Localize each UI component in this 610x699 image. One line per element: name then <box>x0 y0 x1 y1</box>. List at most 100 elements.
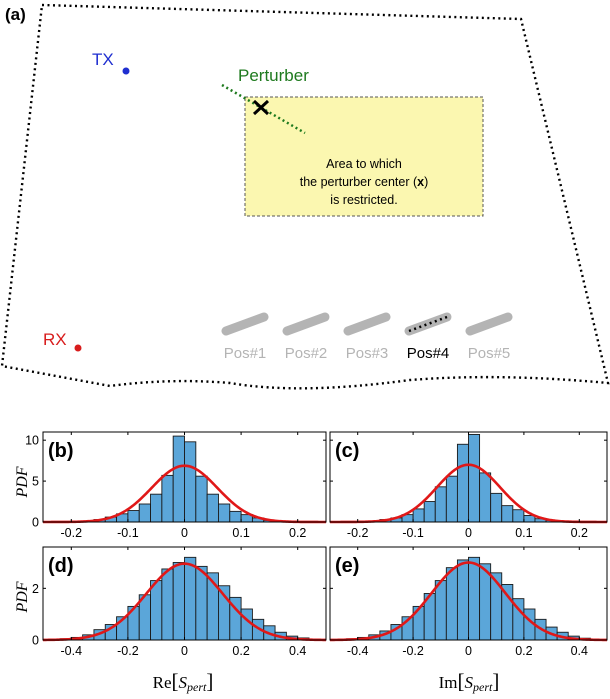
chart-b-bar <box>150 493 163 523</box>
tx-label: TX <box>92 50 114 69</box>
chart-d-ytick-label: 2 <box>32 582 39 596</box>
chart-b-xtick-label: -0.2 <box>61 526 83 540</box>
position-3-label: Pos#3 <box>346 345 389 362</box>
chart-b-bar <box>127 510 140 523</box>
cavity-boundary <box>0 3 610 390</box>
chart-e-bar <box>501 584 514 641</box>
chart-b-xtick-label: 0.1 <box>232 526 249 540</box>
chart-d-ytick-label: 0 <box>32 634 39 648</box>
chart-b-ytick-label: 5 <box>32 475 39 489</box>
chart-d-xtick-label: -0.4 <box>61 644 83 658</box>
restricted-area-box <box>244 96 484 217</box>
chart-e-bars <box>346 556 591 641</box>
chart-b-bar <box>184 441 197 523</box>
chart-b-bar <box>138 503 151 523</box>
chart-d-panel-label: (d) <box>48 555 74 577</box>
y-axis-title-bottom: PDF <box>14 581 31 613</box>
chart-c-bar <box>512 509 525 523</box>
position-4-active-marker <box>408 315 448 333</box>
chart-c-bar <box>445 475 458 523</box>
chart-d-bar <box>150 580 163 641</box>
chart-c-xtick-label: -0.1 <box>402 526 424 540</box>
chart-d-xtick-label: -0.2 <box>117 644 139 658</box>
chart-e-xtick-label: -0.4 <box>347 644 369 658</box>
chart-c-gaussian-fit-line <box>330 463 607 524</box>
perturber-line <box>221 83 306 135</box>
chart-b-bar <box>229 510 242 523</box>
x-axis-title-left: Re[Spert] <box>153 669 214 694</box>
restricted-area-text-line2: the perturber center (x) <box>300 175 429 189</box>
chart-b-bar <box>161 474 174 523</box>
chart-e-bar <box>434 580 447 641</box>
chart-c-xtick-label: 0 <box>465 526 472 540</box>
chart-d-bar <box>161 568 174 641</box>
position-4-label: Pos#4 <box>407 345 450 362</box>
y-axis-title-top: PDF <box>14 466 31 498</box>
restricted-area-text-line3: is restricted. <box>330 193 397 207</box>
chart-c-xtick-label: -0.2 <box>347 526 369 540</box>
restricted-area-text-line1: Area to which <box>326 157 402 171</box>
chart-c-xtick-label: 0.1 <box>515 526 532 540</box>
restricted-area-text-mark: x <box>417 175 424 189</box>
chart-c-xtick-label: 0.2 <box>571 526 588 540</box>
chart-c-panel-label: (c) <box>335 440 359 462</box>
chart-e-panel-label: (e) <box>335 555 359 577</box>
position-3-perturber-body <box>343 312 391 336</box>
chart-e-bar <box>456 559 469 641</box>
chart-e-xtick-label: 0.2 <box>515 644 532 658</box>
chart-b-ytick-label: 0 <box>32 516 39 530</box>
chart-d: -0.4 -0.2 0 0.2 0.4 0 2 (d) <box>32 546 327 658</box>
position-5-perturber-body <box>465 312 513 336</box>
chart-d-bar <box>195 565 208 641</box>
chart-e-xtick-label: 0.4 <box>571 644 588 658</box>
chart-d-bar <box>172 562 185 641</box>
chart-d-xtick-label: 0.4 <box>289 644 306 658</box>
chart-c-bar <box>434 486 447 523</box>
chart-b-xtick-label: 0.2 <box>289 526 306 540</box>
position-2-label: Pos#2 <box>285 345 328 362</box>
chart-b-panel-label: (b) <box>48 440 74 462</box>
chart-b-bar <box>195 475 208 523</box>
chart-c-bar <box>423 501 436 523</box>
chart-c-bar <box>456 443 469 523</box>
position-5-label: Pos#5 <box>468 345 511 362</box>
chart-e: -0.4 -0.2 0 0.2 0.4 (e) <box>329 546 608 658</box>
chart-b-bar <box>206 493 219 523</box>
chart-b-xtick-label: -0.1 <box>117 526 139 540</box>
chart-e-bar <box>445 567 458 641</box>
chart-b-bars <box>82 435 276 523</box>
chart-b-ytick-label: 10 <box>25 434 39 448</box>
chart-b-bar <box>218 503 231 523</box>
chart-d-bars <box>59 556 310 641</box>
chart-b-bar <box>172 435 185 523</box>
chart-d-bar <box>184 556 197 641</box>
panel-a-label: (a) <box>5 5 26 24</box>
chart-e-bar <box>468 556 481 641</box>
chart-e-gaussian-fit-line <box>329 561 608 642</box>
chart-e-xtick-label: -0.2 <box>402 644 424 658</box>
chart-c: -0.2 -0.1 0 0.1 0.2 (c) <box>329 431 608 540</box>
chart-c-bar <box>479 472 492 523</box>
histogram-panels: -0.2 -0.1 0 0.1 0.2 0 5 10 (b) -0.2 -0.1 0 0.1 0.2 (c)… <box>25 431 608 658</box>
chart-c-bar <box>468 434 481 523</box>
perturber-positions: Pos#1 Pos#2 Pos#3 Pos#4 Pos#5 <box>221 312 513 362</box>
chart-c-bar <box>412 508 425 523</box>
chart-e-xtick-label: 0 <box>465 644 472 658</box>
rx-antenna-marker <box>74 344 82 352</box>
perturber-center-x-icon <box>252 99 270 116</box>
rx-label: RX <box>43 330 67 349</box>
chart-d-xtick-label: 0 <box>181 644 188 658</box>
position-2-perturber-body <box>282 312 330 336</box>
chart-b-xtick-label: 0 <box>181 526 188 540</box>
chart-c-bars <box>368 434 558 523</box>
chart-c-bar <box>501 505 514 523</box>
perturber-label: Perturber <box>238 66 309 85</box>
position-1-label: Pos#1 <box>224 345 267 362</box>
panel-a: (a) TX RX Area to which the perturber ce… <box>0 3 610 390</box>
chart-d-gaussian-fit-line <box>42 562 327 642</box>
tx-antenna-marker <box>122 67 130 75</box>
chart-b-gaussian-fit-line <box>43 464 326 524</box>
chart-d-xtick-label: 0.2 <box>232 644 249 658</box>
position-1-perturber-body <box>221 312 269 336</box>
